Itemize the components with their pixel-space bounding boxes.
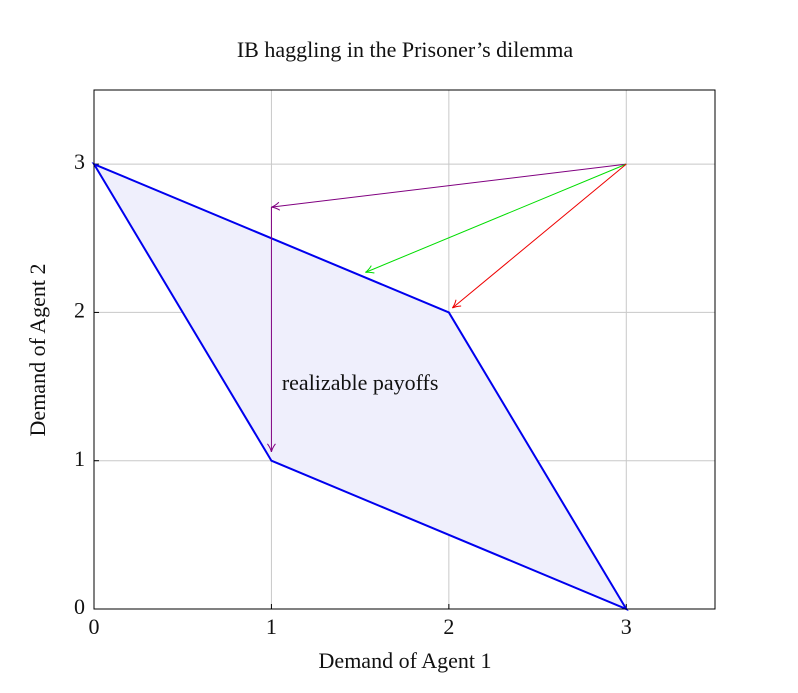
y-tick-label: 2: [74, 297, 85, 322]
arrow: [271, 163, 627, 211]
x-tick-label: 3: [621, 614, 632, 639]
y-tick-label: 1: [74, 446, 85, 471]
x-tick-label: 2: [443, 614, 454, 639]
y-axis-label: Demand of Agent 2: [25, 264, 50, 437]
chart-title: IB haggling in the Prisoner’s dilemma: [237, 37, 574, 62]
y-tick-label: 3: [74, 149, 85, 174]
plot-frame: [93, 89, 716, 610]
annotation: realizable payoffs: [282, 370, 439, 395]
arrow: [365, 163, 627, 274]
x-tick-label: 1: [266, 614, 277, 639]
arrow: [451, 163, 627, 309]
y-tick-label: 0: [74, 594, 85, 619]
x-tick-label: 0: [89, 614, 100, 639]
x-axis-label: Demand of Agent 1: [319, 648, 492, 673]
